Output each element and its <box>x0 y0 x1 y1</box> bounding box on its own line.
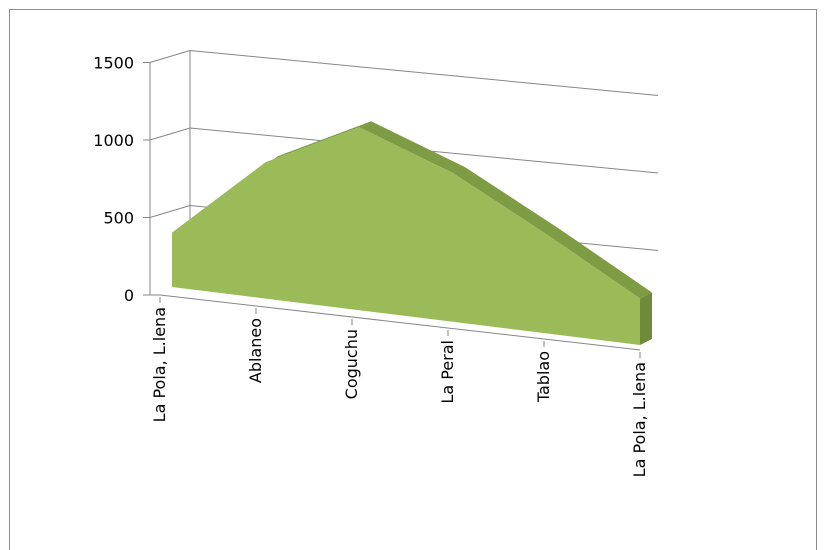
axes <box>143 62 641 358</box>
x-tick-label: Ablaneo <box>246 318 265 383</box>
x-tick-label: Coguchu <box>342 329 361 399</box>
area-side-face <box>640 292 652 345</box>
x-axis-line <box>159 294 641 351</box>
x-tick-label: La Peral <box>438 340 457 404</box>
area-series <box>172 121 652 345</box>
x-tick-label: Tablao <box>534 351 553 403</box>
gridline-side <box>149 50 191 63</box>
x-tick-label: La Pola, L.lena <box>150 307 169 422</box>
area-front-face <box>172 127 640 345</box>
y-tick-label: 1500 <box>93 54 134 73</box>
gridline-side <box>149 127 191 141</box>
x-tick-label: La Pola, L.lena <box>630 362 649 477</box>
y-tick-label: 500 <box>103 209 134 228</box>
y-tick-label: 0 <box>124 286 134 305</box>
gridline <box>189 50 659 96</box>
y-tick-label: 1000 <box>93 131 134 150</box>
tick-labels: 0 500 1000 1500 La Pola, L.lena Ablaneo Coguch… <box>93 54 649 478</box>
gridline-side <box>149 205 191 218</box>
